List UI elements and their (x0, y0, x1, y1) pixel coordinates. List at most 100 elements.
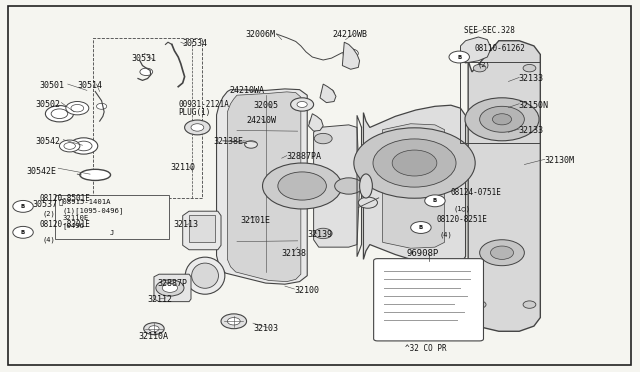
Circle shape (60, 140, 80, 152)
Text: 32112: 32112 (148, 295, 173, 304)
Circle shape (13, 227, 33, 238)
Text: 30542: 30542 (36, 137, 61, 146)
Circle shape (297, 102, 307, 108)
Circle shape (191, 124, 204, 131)
Text: 08124-0751E: 08124-0751E (451, 188, 501, 197)
Circle shape (163, 283, 177, 292)
Text: 32006M: 32006M (245, 30, 275, 39)
Circle shape (523, 64, 536, 72)
Circle shape (373, 139, 456, 187)
Circle shape (71, 105, 84, 112)
Circle shape (392, 150, 437, 176)
Ellipse shape (80, 169, 111, 180)
Circle shape (45, 106, 74, 122)
Circle shape (70, 138, 98, 154)
Text: B: B (21, 204, 25, 209)
Text: 32113: 32113 (173, 221, 198, 230)
Text: Ⓧ08915-1401A: Ⓧ08915-1401A (58, 199, 111, 205)
Text: (2): (2) (42, 211, 55, 217)
Text: 30501: 30501 (39, 81, 64, 90)
Text: 08120-8501E: 08120-8501E (39, 194, 90, 203)
Polygon shape (468, 41, 540, 331)
Polygon shape (383, 124, 445, 248)
Circle shape (64, 142, 76, 149)
Circle shape (51, 109, 68, 119)
Circle shape (309, 119, 321, 126)
Text: 32110E: 32110E (63, 215, 89, 221)
Polygon shape (308, 114, 323, 131)
Polygon shape (320, 84, 336, 103)
Text: 08120-8301E: 08120-8301E (39, 219, 90, 229)
Circle shape (425, 195, 445, 207)
Text: B: B (419, 225, 423, 230)
Text: 32133: 32133 (518, 74, 543, 83)
Text: 32130M: 32130M (545, 156, 575, 165)
Polygon shape (342, 42, 360, 69)
Circle shape (244, 141, 257, 148)
Text: 32138: 32138 (282, 249, 307, 258)
Text: 30514: 30514 (77, 81, 102, 90)
Polygon shape (154, 274, 191, 302)
Text: 24210W: 24210W (246, 116, 276, 125)
Text: 32110A: 32110A (138, 331, 168, 341)
Circle shape (262, 163, 342, 209)
Circle shape (473, 301, 486, 308)
Text: B: B (457, 55, 461, 60)
Circle shape (354, 128, 475, 198)
Circle shape (343, 49, 358, 58)
Circle shape (358, 197, 378, 208)
Text: 30537: 30537 (33, 200, 58, 209)
Text: 32133: 32133 (518, 126, 543, 135)
Circle shape (490, 246, 513, 259)
Text: 32150N: 32150N (518, 101, 548, 110)
Circle shape (140, 68, 153, 76)
Circle shape (76, 141, 92, 151)
Text: 32005: 32005 (253, 101, 278, 110)
Circle shape (227, 318, 240, 325)
Circle shape (13, 201, 33, 212)
Text: 30502: 30502 (36, 100, 61, 109)
Text: 32100: 32100 (294, 286, 319, 295)
Text: ^32 CO PR: ^32 CO PR (404, 344, 446, 353)
Circle shape (144, 323, 164, 335)
Text: 96908P: 96908P (406, 249, 438, 258)
Circle shape (149, 326, 159, 332)
Text: 30531: 30531 (132, 54, 157, 62)
Bar (55, 195, 169, 238)
Circle shape (335, 178, 363, 194)
Text: (2): (2) (477, 61, 490, 68)
Text: 32138E: 32138E (213, 137, 243, 146)
Text: (1○): (1○) (454, 205, 470, 212)
Text: PLUG(1): PLUG(1) (178, 108, 211, 117)
Text: (1)[1095-0496]: (1)[1095-0496] (63, 207, 124, 214)
Text: 24210WB: 24210WB (333, 30, 368, 39)
Circle shape (156, 280, 184, 296)
Circle shape (66, 102, 89, 115)
Polygon shape (314, 125, 360, 247)
Circle shape (523, 301, 536, 308)
Text: (4): (4) (42, 237, 55, 243)
Circle shape (221, 314, 246, 329)
Text: SEE SEC.328: SEE SEC.328 (464, 26, 515, 35)
Circle shape (291, 98, 314, 111)
Bar (93, 38, 202, 198)
Text: 30534: 30534 (182, 39, 208, 48)
Text: [0496-: [0496- (63, 223, 89, 230)
Polygon shape (216, 89, 307, 284)
Circle shape (479, 106, 524, 132)
Polygon shape (182, 211, 221, 250)
Circle shape (465, 98, 539, 141)
Text: 32101E: 32101E (240, 216, 270, 225)
Text: 00931-2121A: 00931-2121A (178, 100, 229, 109)
Ellipse shape (191, 263, 218, 288)
Circle shape (492, 114, 511, 125)
Text: 32103: 32103 (253, 324, 278, 333)
Text: B: B (21, 230, 25, 235)
Ellipse shape (185, 257, 225, 294)
Text: 32110: 32110 (170, 163, 195, 172)
Polygon shape (461, 37, 491, 63)
Circle shape (479, 240, 524, 266)
Polygon shape (364, 105, 466, 267)
Text: B: B (433, 198, 437, 203)
Text: 32139: 32139 (307, 230, 332, 240)
